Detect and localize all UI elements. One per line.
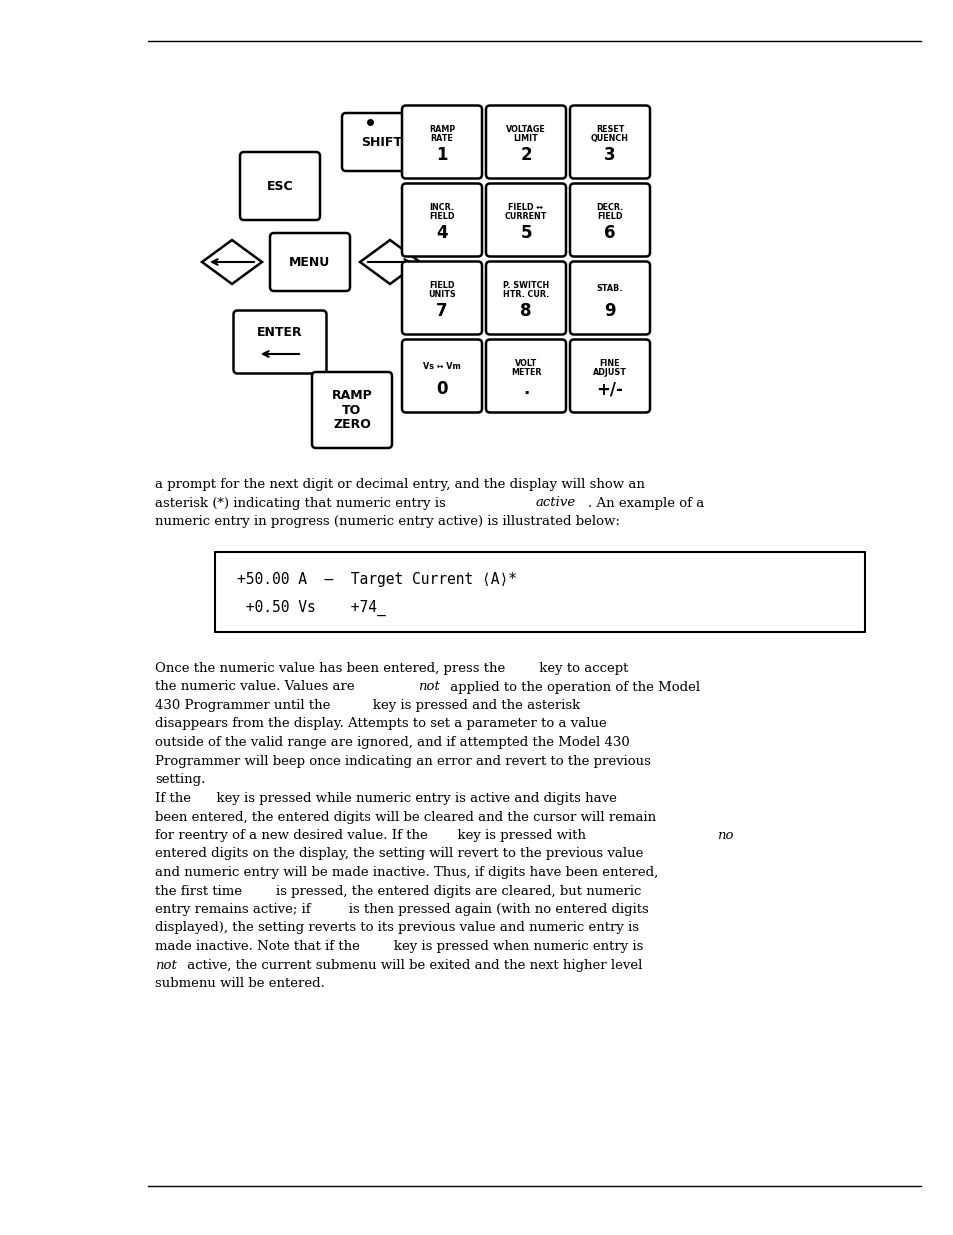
- Text: SHIFT: SHIFT: [361, 136, 402, 148]
- Text: asterisk (*) indicating that numeric entry is: asterisk (*) indicating that numeric ent…: [154, 496, 450, 510]
- Text: 9: 9: [603, 303, 616, 320]
- Text: DECR.
FIELD: DECR. FIELD: [596, 204, 623, 221]
- Text: 2: 2: [519, 146, 531, 164]
- FancyBboxPatch shape: [401, 262, 481, 335]
- Text: the numeric value. Values are: the numeric value. Values are: [154, 680, 358, 694]
- Text: 0: 0: [436, 380, 447, 398]
- Text: STAB.: STAB.: [597, 284, 622, 293]
- Text: ESC: ESC: [267, 179, 293, 193]
- Text: VOLTAGE
LIMIT: VOLTAGE LIMIT: [506, 125, 545, 143]
- FancyBboxPatch shape: [401, 105, 481, 179]
- Text: Vs ↔ Vm: Vs ↔ Vm: [423, 362, 460, 370]
- Text: FIELD
UNITS: FIELD UNITS: [428, 282, 456, 299]
- Text: P. SWITCH
HTR. CUR.: P. SWITCH HTR. CUR.: [502, 282, 549, 299]
- Text: active: active: [535, 496, 576, 510]
- FancyBboxPatch shape: [485, 105, 565, 179]
- FancyBboxPatch shape: [485, 262, 565, 335]
- FancyBboxPatch shape: [240, 152, 319, 220]
- FancyBboxPatch shape: [341, 112, 421, 170]
- Text: applied to the operation of the Model: applied to the operation of the Model: [446, 680, 700, 694]
- Text: disappears from the display. Attempts to set a parameter to a value: disappears from the display. Attempts to…: [154, 718, 606, 730]
- Text: setting.: setting.: [154, 773, 205, 785]
- Text: displayed), the setting reverts to its previous value and numeric entry is: displayed), the setting reverts to its p…: [154, 921, 639, 935]
- Text: been entered, the entered digits will be cleared and the cursor will remain: been entered, the entered digits will be…: [154, 810, 656, 824]
- Text: a prompt for the next digit or decimal entry, and the display will show an: a prompt for the next digit or decimal e…: [154, 478, 644, 492]
- Text: 4: 4: [436, 224, 447, 242]
- Text: ENTER: ENTER: [257, 326, 302, 340]
- Text: FINE
ADJUST: FINE ADJUST: [593, 359, 626, 377]
- FancyBboxPatch shape: [569, 340, 649, 412]
- Text: made inactive. Note that if the        key is pressed when numeric entry is: made inactive. Note that if the key is p…: [154, 940, 642, 953]
- Text: RAMP
TO
ZERO: RAMP TO ZERO: [332, 389, 372, 431]
- Text: entry remains active; if         is then pressed again (with no entered digits: entry remains active; if is then pressed…: [154, 903, 648, 916]
- Text: 1: 1: [436, 146, 447, 164]
- Text: VOLT
METER: VOLT METER: [510, 359, 540, 377]
- Text: outside of the valid range are ignored, and if attempted the Model 430: outside of the valid range are ignored, …: [154, 736, 629, 748]
- Text: INCR.
FIELD: INCR. FIELD: [429, 204, 455, 221]
- FancyBboxPatch shape: [214, 552, 864, 632]
- FancyBboxPatch shape: [270, 233, 350, 291]
- Text: +/-: +/-: [596, 380, 622, 398]
- Text: . An example of a: . An example of a: [587, 496, 703, 510]
- Text: for reentry of a new desired value. If the       key is pressed with: for reentry of a new desired value. If t…: [154, 829, 590, 842]
- Text: the first time        is pressed, the entered digits are cleared, but numeric: the first time is pressed, the entered d…: [154, 884, 640, 898]
- Text: 7: 7: [436, 303, 447, 320]
- Text: 6: 6: [603, 224, 615, 242]
- Text: Programmer will beep once indicating an error and revert to the previous: Programmer will beep once indicating an …: [154, 755, 650, 767]
- Text: 430 Programmer until the          key is pressed and the asterisk: 430 Programmer until the key is pressed …: [154, 699, 579, 713]
- FancyBboxPatch shape: [569, 105, 649, 179]
- Polygon shape: [359, 240, 419, 284]
- FancyBboxPatch shape: [485, 184, 565, 257]
- FancyBboxPatch shape: [569, 184, 649, 257]
- Text: RAMP
RATE: RAMP RATE: [429, 125, 455, 143]
- Text: +50.00 A  –  Target Current ⟨A⟩*: +50.00 A – Target Current ⟨A⟩*: [236, 572, 517, 587]
- Text: numeric entry in progress (numeric entry active) is illustrated below:: numeric entry in progress (numeric entry…: [154, 515, 619, 529]
- Text: FIELD ↔
CURRENT: FIELD ↔ CURRENT: [504, 204, 547, 221]
- Polygon shape: [202, 240, 262, 284]
- Text: +0.50 Vs    +74_: +0.50 Vs +74_: [236, 600, 385, 616]
- Text: Once the numeric value has been entered, press the        key to accept: Once the numeric value has been entered,…: [154, 662, 628, 676]
- FancyBboxPatch shape: [312, 372, 392, 448]
- Text: If the      key is pressed while numeric entry is active and digits have: If the key is pressed while numeric entr…: [154, 792, 617, 805]
- FancyBboxPatch shape: [485, 340, 565, 412]
- Text: not: not: [154, 958, 176, 972]
- FancyBboxPatch shape: [401, 340, 481, 412]
- Text: 3: 3: [603, 146, 616, 164]
- Text: RESET
QUENCH: RESET QUENCH: [590, 125, 628, 143]
- Text: .: .: [522, 380, 529, 398]
- Text: submenu will be entered.: submenu will be entered.: [154, 977, 325, 990]
- Text: active, the current submenu will be exited and the next higher level: active, the current submenu will be exit…: [183, 958, 642, 972]
- FancyBboxPatch shape: [233, 310, 326, 373]
- Text: entered digits on the display, the setting will revert to the previous value: entered digits on the display, the setti…: [154, 847, 642, 861]
- Text: 5: 5: [519, 224, 531, 242]
- Text: no: no: [716, 829, 732, 842]
- FancyBboxPatch shape: [569, 262, 649, 335]
- Text: MENU: MENU: [289, 256, 331, 268]
- Text: and numeric entry will be made inactive. Thus, if digits have been entered,: and numeric entry will be made inactive.…: [154, 866, 658, 879]
- Text: 8: 8: [519, 303, 531, 320]
- Text: not: not: [417, 680, 439, 694]
- FancyBboxPatch shape: [401, 184, 481, 257]
